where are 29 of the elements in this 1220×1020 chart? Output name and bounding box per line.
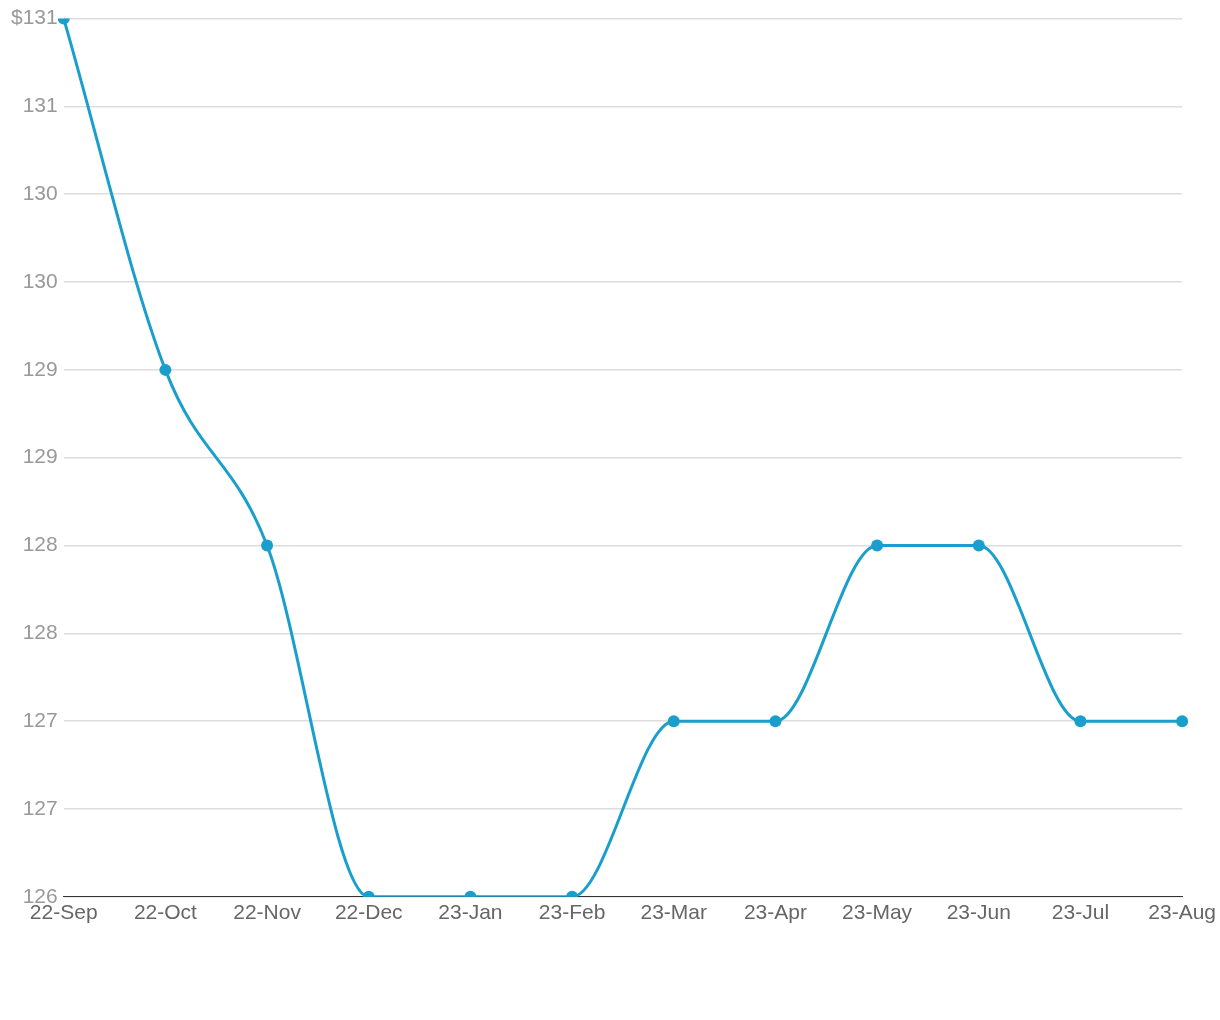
x-tick-label: 23-May	[842, 900, 913, 924]
y-tick-label: 130	[22, 181, 58, 205]
x-tick-label: 23-Mar	[640, 900, 708, 924]
y-tick-label: 131	[22, 93, 58, 117]
y-tick-label: 127	[22, 707, 58, 731]
y-tick-label: $131	[11, 5, 58, 29]
x-tick-label: 23-Jul	[1051, 900, 1110, 924]
x-tick-label: 23-Jan	[438, 900, 503, 924]
x-tick-label: 22-Oct	[133, 900, 198, 924]
y-tick-label: 127	[22, 795, 58, 819]
x-tick-label: 22-Dec	[334, 900, 403, 924]
point	[972, 539, 985, 552]
y-tick-label: 130	[22, 268, 58, 292]
y-tick-label: 129	[22, 444, 58, 468]
x-tick-label: 23-Jun	[946, 900, 1011, 924]
x-tick-label: 23-Apr	[743, 900, 807, 924]
point	[667, 715, 680, 728]
x-tick-label: 23-Aug	[1148, 900, 1216, 924]
point	[1176, 715, 1189, 728]
point	[871, 539, 884, 552]
point	[769, 715, 782, 728]
x-tick-label: 22-Nov	[233, 900, 302, 924]
y-tick-label: 129	[22, 356, 58, 380]
point	[159, 363, 172, 376]
point	[1074, 715, 1087, 728]
y-tick-label: 128	[22, 620, 58, 644]
point	[261, 539, 274, 552]
x-tick-label: 23-Feb	[538, 900, 606, 924]
y-tick-label: 128	[22, 532, 58, 556]
